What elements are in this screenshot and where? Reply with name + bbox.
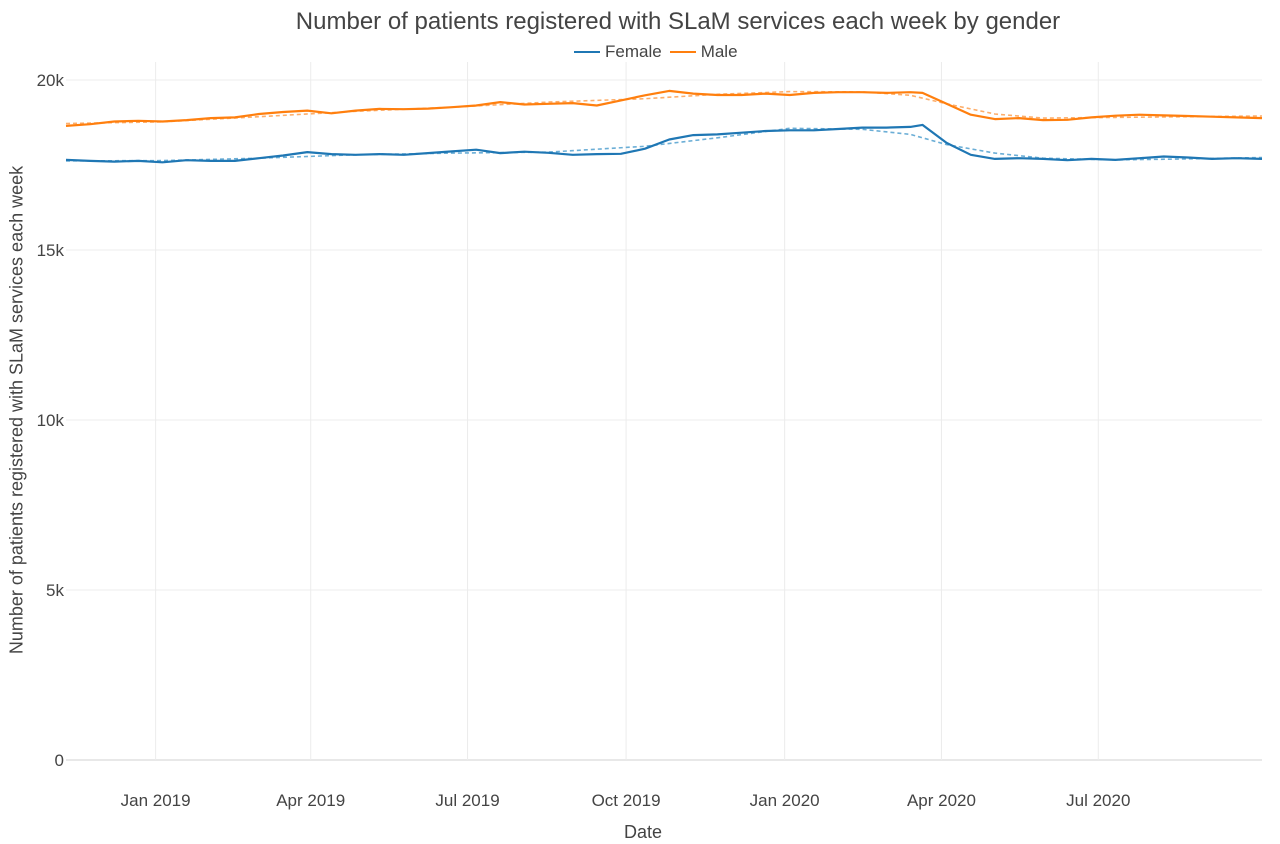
series-line-male-trend xyxy=(65,90,1263,125)
y-tick-label: 10k xyxy=(37,411,65,430)
x-tick-label: Apr 2020 xyxy=(907,791,976,810)
legend-item-female[interactable]: Female xyxy=(574,42,662,62)
y-tick-label: 0 xyxy=(55,751,64,770)
legend-swatch-female xyxy=(574,51,600,53)
legend-label-female: Female xyxy=(605,42,662,61)
chart-title: Number of patients registered with SLaM … xyxy=(295,8,1061,35)
x-tick-label: Jan 2020 xyxy=(750,791,820,810)
x-tick-label: Jan 2019 xyxy=(121,791,191,810)
y-tick-label: 20k xyxy=(37,71,65,90)
y-tick-label: 15k xyxy=(37,241,65,260)
legend-swatch-male xyxy=(669,51,696,53)
legend-label-male: Male xyxy=(700,42,738,61)
x-tick-label: Jul 2019 xyxy=(435,791,499,810)
series-line-female xyxy=(65,123,1263,164)
series-line-male xyxy=(65,89,1263,127)
legend-item-male[interactable]: Male xyxy=(669,42,738,62)
x-tick-label: Apr 2019 xyxy=(276,791,345,810)
y-tick-label: 5k xyxy=(46,581,64,600)
x-axis-label: Date xyxy=(623,822,663,842)
x-tick-label: Jul 2020 xyxy=(1066,791,1130,810)
x-tick-label: Oct 2019 xyxy=(592,791,661,810)
series-line-female-trend xyxy=(65,127,1263,162)
legend: Female Male xyxy=(574,42,746,62)
